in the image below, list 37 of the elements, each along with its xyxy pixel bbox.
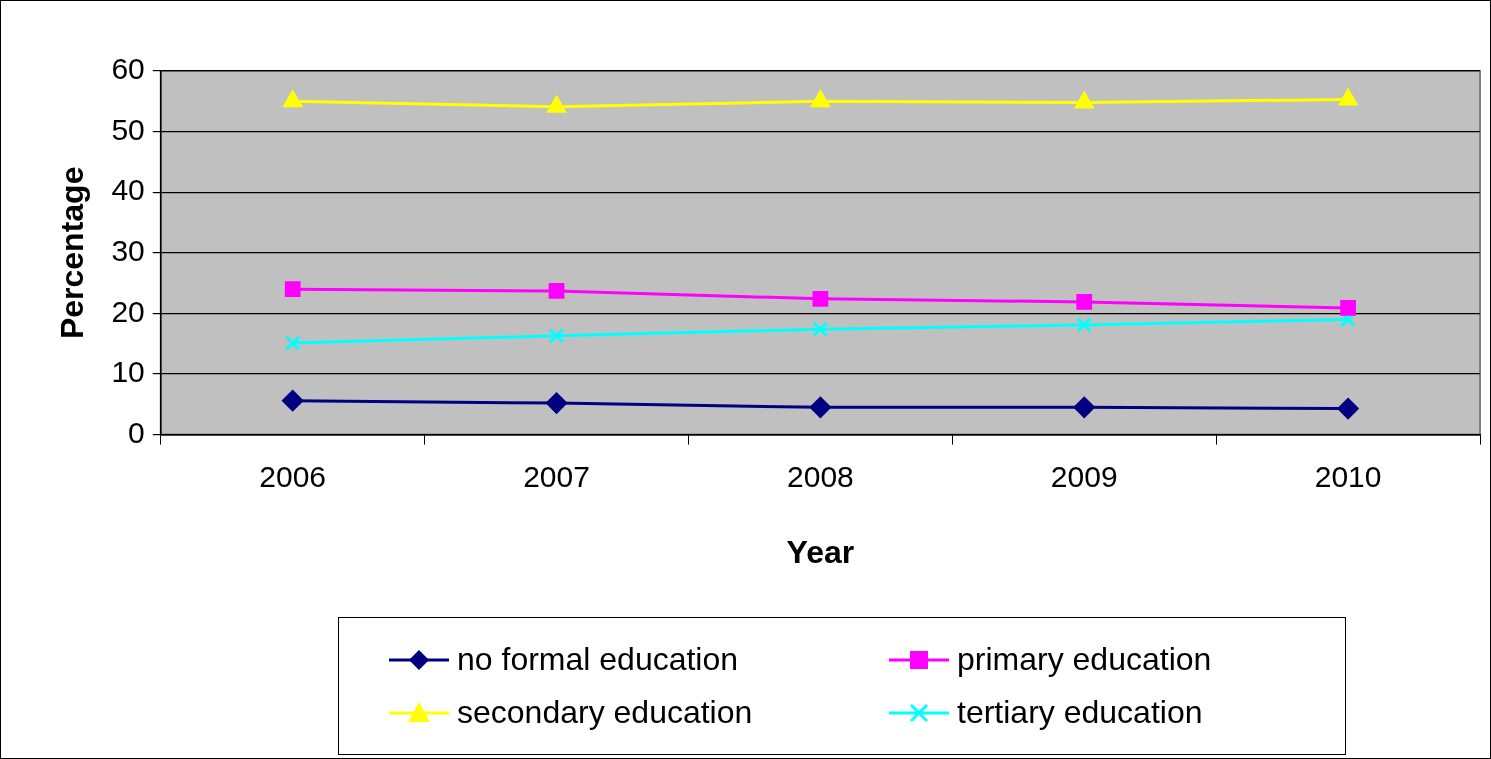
y-tick-label: 60 (111, 52, 145, 86)
point (1073, 396, 1095, 418)
y-tick-label: 20 (111, 294, 145, 328)
point (812, 321, 829, 338)
point (284, 335, 301, 351)
point (812, 290, 829, 307)
x-tick-label: 2010 (1314, 459, 1382, 493)
point (282, 390, 304, 412)
x-axis-title: Year (786, 533, 855, 570)
point (811, 90, 830, 108)
point (809, 396, 831, 418)
x-tick-label: 2008 (787, 459, 854, 493)
point (546, 392, 568, 414)
legend-label: no formal education (457, 641, 739, 678)
point (283, 90, 302, 108)
y-tick-label: 40 (111, 173, 145, 207)
legend-label: tertiary education (957, 694, 1203, 731)
legend-label: primary education (957, 641, 1212, 678)
point (1076, 317, 1093, 333)
y-tick-label: 30 (111, 234, 145, 268)
point (547, 96, 566, 113)
point (284, 281, 301, 298)
x-tick-label: 2007 (523, 459, 590, 493)
point (1076, 294, 1093, 310)
point (1338, 88, 1358, 106)
x-tick-label: 2009 (1050, 459, 1118, 493)
y-tick-label: 50 (111, 112, 145, 146)
point (548, 327, 565, 344)
point (1337, 398, 1359, 420)
point (1340, 300, 1356, 316)
legend-label: secondary education (457, 694, 753, 731)
y-axis-title: Percentage (54, 166, 91, 340)
x-tick-label: 2006 (259, 459, 327, 493)
y-tick-label: 10 (111, 355, 145, 389)
y-tick-label: 0 (128, 415, 145, 449)
point (1074, 92, 1094, 109)
point (548, 283, 565, 299)
